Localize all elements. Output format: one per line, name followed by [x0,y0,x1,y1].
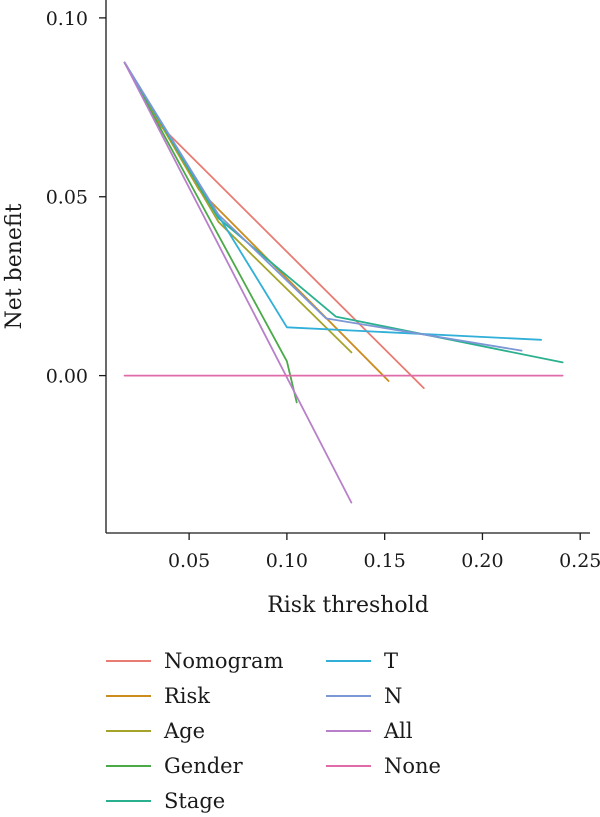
legend: Nomogram Risk Age Gender Stage TN All None [106,649,441,813]
legend-label: N [384,684,402,708]
legend-label: Stage [164,789,225,813]
legend-item-all: All [326,719,413,743]
legend-label: All [383,719,413,743]
legend-label: T [384,649,398,673]
series-lines [123,61,564,504]
x-tick-label: 0.15 [364,550,406,572]
series-line-n [123,61,523,352]
y-tick-label: 0.10 [46,8,88,30]
legend-label: Age [163,719,205,743]
legend-item-t: T [326,649,398,673]
y-tick-label: 0.05 [46,187,88,209]
axes: 0.05 0.10 0.15 0.20 0.25 0.00 0.05 0.10 [46,0,600,572]
x-tick-label: 0.25 [559,550,600,572]
legend-label: Gender [164,754,244,778]
x-axis-title: Risk threshold [267,593,429,618]
legend-item-none: None [326,754,441,778]
x-tick-label: 0.05 [168,550,210,572]
legend-label: Nomogram [164,649,284,673]
legend-item-n: N [326,684,402,708]
y-tick-label: 0.00 [46,366,88,388]
legend-item-gender: Gender [106,754,244,778]
series-line-stage [123,61,564,364]
legend-item-risk: Risk [106,684,210,708]
legend-item-nomogram: Nomogram [106,649,284,673]
legend-label: Risk [164,684,210,708]
y-axis-title: Net benefit [2,203,27,329]
legend-item-age: Age [106,719,205,743]
legend-label: None [384,754,441,778]
legend-item-stage: Stage [106,789,225,813]
x-tick-label: 0.20 [461,550,503,572]
x-tick-label: 0.10 [266,550,308,572]
series-line-all [123,61,353,504]
